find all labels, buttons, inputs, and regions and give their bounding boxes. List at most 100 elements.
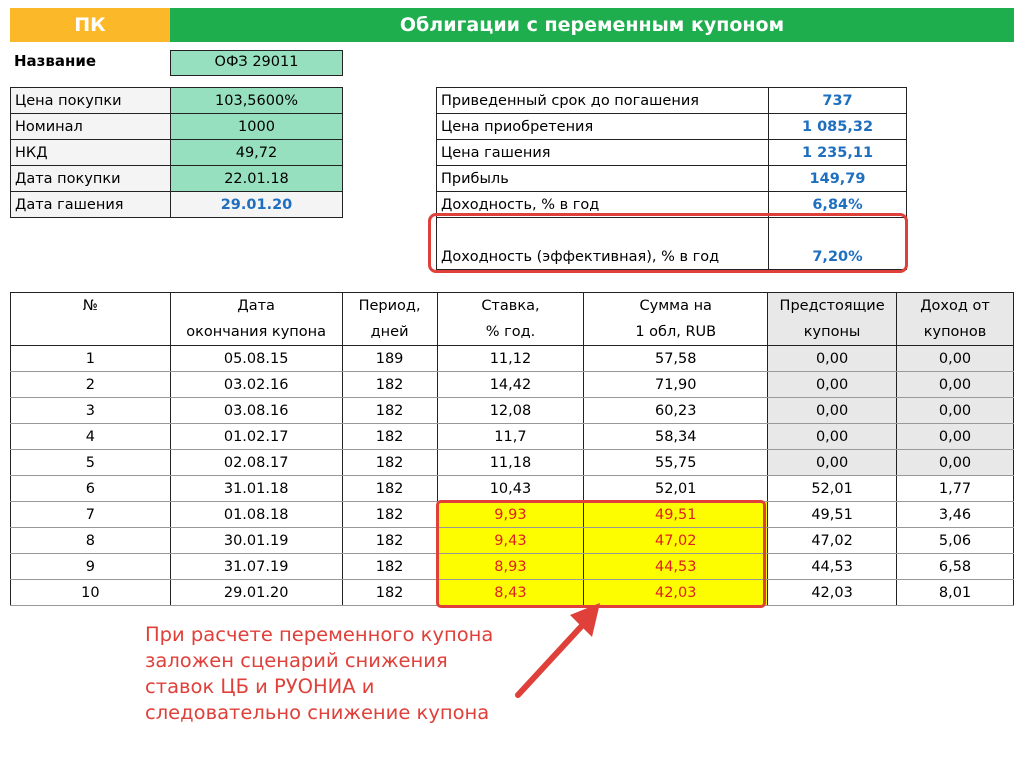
param-row: Цена покупки 103,5600% (10, 87, 343, 114)
table-cell: 182 (341, 371, 438, 398)
table-cell: 182 (341, 475, 438, 502)
param-label: Дата покупки (10, 165, 171, 192)
column-header: дней (341, 319, 438, 346)
column-header: Предстоящие (767, 292, 898, 319)
table-cell: 02.08.17 (169, 449, 343, 476)
result-label: Приведенный срок до погашения (436, 87, 769, 114)
column-header: 1 обл, RUB (583, 319, 769, 346)
column-header: окончания купона (169, 319, 343, 346)
table-cell: 2 (10, 371, 171, 398)
highlight-box-falling-coupons (436, 500, 766, 608)
coupon-table: № Дата Период, Ставка, Сумма на Предстоящие До… (10, 292, 1014, 606)
table-cell: 182 (341, 501, 438, 528)
column-header: купонов (896, 319, 1014, 346)
table-row: 2 03.02.16 182 14,42 71,90 0,00 0,00 (10, 371, 1014, 398)
results-table: Приведенный срок до погашения 737 Цена при… (436, 87, 907, 270)
column-header: № (10, 292, 171, 319)
table-cell: 0,00 (896, 449, 1014, 476)
param-label: Номинал (10, 113, 171, 140)
table-cell: 0,00 (767, 371, 898, 398)
table-cell: 182 (341, 397, 438, 424)
table-cell: 7 (10, 501, 171, 528)
param-label: Дата гашения (10, 191, 171, 218)
table-cell: 6,58 (896, 553, 1014, 580)
param-label: Цена покупки (10, 87, 171, 114)
column-header: % год. (436, 319, 585, 346)
arrow-icon (515, 603, 600, 698)
table-cell: 31.01.18 (169, 475, 343, 502)
table-row: 1 05.08.15 189 11,12 57,58 0,00 0,00 (10, 345, 1014, 372)
table-cell: 6 (10, 475, 171, 502)
table-cell: 11,12 (436, 345, 585, 372)
param-row: Номинал 1000 (10, 113, 343, 140)
table-cell: 182 (341, 527, 438, 554)
table-cell: 0,00 (896, 423, 1014, 450)
table-cell: 0,00 (896, 371, 1014, 398)
table-cell: 9 (10, 553, 171, 580)
result-value: 7,20% (768, 217, 907, 270)
table-row: 9 31.07.19 182 8,93 44,53 44,53 6,58 (10, 553, 1014, 580)
table-cell: 189 (341, 345, 438, 372)
table-row: 10 29.01.20 182 8,43 42,03 42,03 8,01 (10, 579, 1014, 606)
table-cell: 182 (341, 579, 438, 606)
table-cell: 42,03 (767, 579, 898, 606)
column-header: купоны (767, 319, 898, 346)
table-cell: 57,58 (583, 345, 769, 372)
table-row: 6 31.01.18 182 10,43 52,01 52,01 1,77 (10, 475, 1014, 502)
param-row: Дата покупки 22.01.18 (10, 165, 343, 192)
table-cell: 8,01 (896, 579, 1014, 606)
table-cell: 0,00 (767, 423, 898, 450)
param-value[interactable]: 49,72 (170, 139, 343, 166)
page-title: Облигации с переменным купоном (170, 8, 1014, 42)
result-row: Прибыль 149,79 (436, 165, 907, 192)
table-cell: 10 (10, 579, 171, 606)
table-cell: 60,23 (583, 397, 769, 424)
result-value: 1 235,11 (768, 139, 907, 166)
table-row: 7 01.08.18 182 9,93 49,51 49,51 3,46 (10, 501, 1014, 528)
table-cell: 182 (341, 449, 438, 476)
param-row: Дата гашения 29.01.20 (10, 191, 343, 218)
result-value: 1 085,32 (768, 113, 907, 140)
table-cell: 11,7 (436, 423, 585, 450)
table-cell: 10,43 (436, 475, 585, 502)
table-cell: 0,00 (767, 449, 898, 476)
column-header: Период, (341, 292, 438, 319)
param-value[interactable]: 1000 (170, 113, 343, 140)
result-label: Прибыль (436, 165, 769, 192)
table-cell: 11,18 (436, 449, 585, 476)
param-value[interactable]: 103,5600% (170, 87, 343, 114)
table-cell: 0,00 (767, 345, 898, 372)
table-cell: 05.08.15 (169, 345, 343, 372)
table-cell: 182 (341, 553, 438, 580)
table-cell: 58,34 (583, 423, 769, 450)
table-cell: 8,43 (436, 579, 585, 606)
column-header: Ставка, (436, 292, 585, 319)
param-value[interactable]: 29.01.20 (170, 191, 343, 218)
result-row: Цена гашения 1 235,11 (436, 139, 907, 166)
table-cell: 182 (341, 423, 438, 450)
table-cell: 42,03 (583, 579, 769, 606)
table-cell: 47,02 (583, 527, 769, 554)
table-row: 5 02.08.17 182 11,18 55,75 0,00 0,00 (10, 449, 1014, 476)
table-cell: 0,00 (767, 397, 898, 424)
column-header (10, 319, 171, 346)
table-cell: 49,51 (767, 501, 898, 528)
param-label: НКД (10, 139, 171, 166)
table-cell: 71,90 (583, 371, 769, 398)
param-value[interactable]: 22.01.18 (170, 165, 343, 192)
table-cell: 12,08 (436, 397, 585, 424)
result-value: 149,79 (768, 165, 907, 192)
table-cell: 03.02.16 (169, 371, 343, 398)
result-row: Приведенный срок до погашения 737 (436, 87, 907, 114)
table-cell: 01.02.17 (169, 423, 343, 450)
result-label: Доходность (эффективная), % в год (436, 217, 769, 270)
header-left: ПК (10, 8, 170, 42)
bond-name-cell[interactable]: ОФЗ 29011 (170, 50, 343, 76)
table-cell: 52,01 (767, 475, 898, 502)
table-cell: 0,00 (896, 397, 1014, 424)
table-cell: 3,46 (896, 501, 1014, 528)
table-cell: 55,75 (583, 449, 769, 476)
column-header: Сумма на (583, 292, 769, 319)
params-table: Цена покупки 103,5600% Номинал 1000 НКД 49,72… (10, 87, 343, 218)
table-cell: 49,51 (583, 501, 769, 528)
